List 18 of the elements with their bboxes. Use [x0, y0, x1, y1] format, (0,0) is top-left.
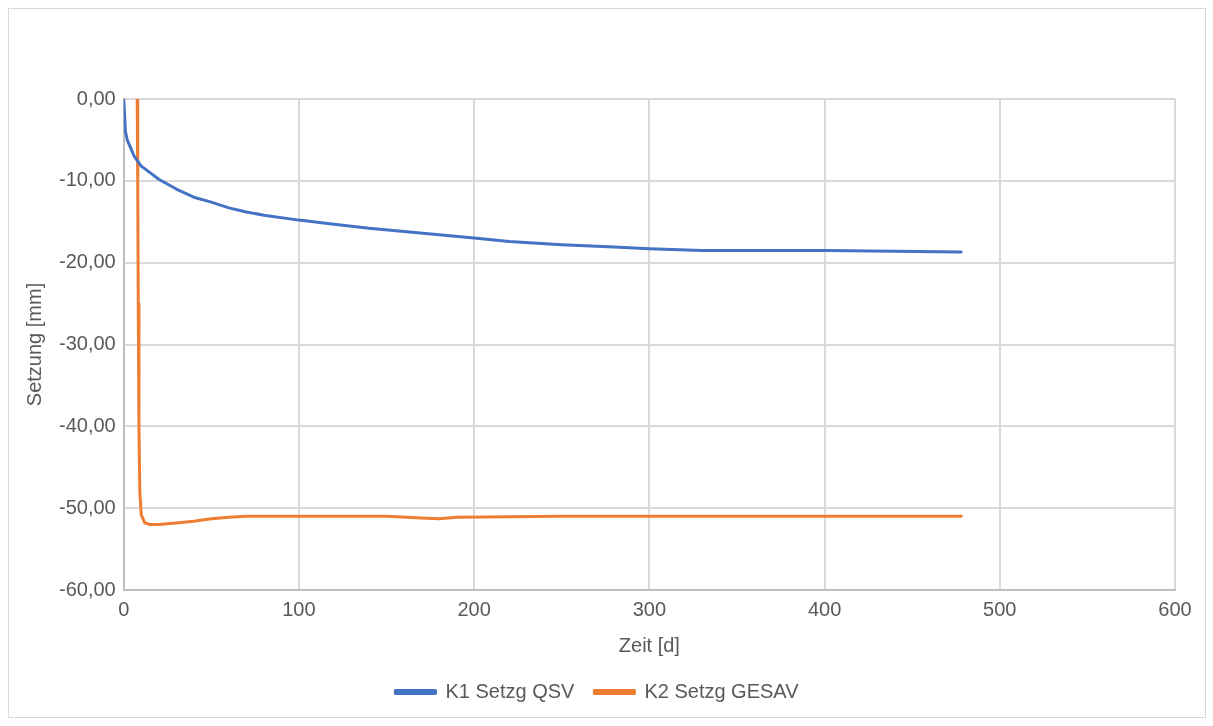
x-tick-label: 300	[632, 597, 667, 620]
x-tick-label: 100	[282, 597, 316, 620]
y-tick-label: 0,00	[76, 86, 116, 109]
x-tick-label: 600	[1158, 597, 1192, 620]
x-tick-label: 500	[983, 597, 1017, 620]
y-tick-label: -50,00	[58, 495, 116, 518]
x-tick-label: 0	[118, 597, 130, 620]
y-tick-label: -60,00	[58, 577, 116, 600]
legend-label: K2 Setzg GESAV	[644, 679, 800, 702]
legend-label: K1 Setzg QSV	[445, 679, 576, 702]
x-tick-label: 400	[807, 597, 842, 620]
x-axis-title: Zeit [d]	[618, 633, 680, 656]
y-axis-title: Setzung [mm]	[22, 282, 45, 407]
y-tick-label: -20,00	[58, 250, 116, 273]
y-tick-label: -30,00	[58, 332, 116, 355]
x-tick-label: 200	[457, 597, 491, 620]
y-tick-label: -40,00	[58, 413, 116, 436]
y-tick-label: -10,00	[58, 168, 116, 191]
